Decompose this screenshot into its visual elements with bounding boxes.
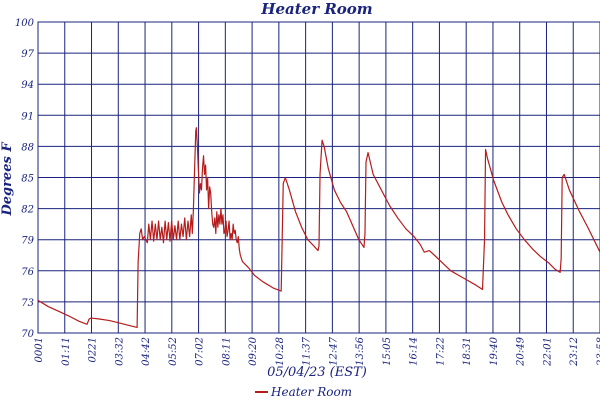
x-tick-label: 13:56 bbox=[355, 336, 366, 365]
y-tick-label: 91 bbox=[21, 111, 34, 122]
y-tick-label: 88 bbox=[21, 142, 34, 153]
y-tick-label: 97 bbox=[21, 49, 34, 60]
plot-border bbox=[37, 21, 600, 334]
x-tick-label: 07:02 bbox=[195, 337, 206, 366]
series-line bbox=[37, 127, 600, 329]
series-layer bbox=[37, 127, 600, 329]
x-tick-label: 03:32 bbox=[114, 337, 125, 366]
y-tick-label: 100 bbox=[15, 18, 35, 29]
y-tick-label: 76 bbox=[21, 267, 34, 278]
legend: Heater Room bbox=[255, 385, 352, 399]
y-tick-label: 82 bbox=[21, 205, 34, 216]
x-tick-label: 23:58 bbox=[596, 337, 600, 367]
x-tick-label: 17:22 bbox=[435, 337, 446, 366]
x-axis-label: 05/04/23 (EST) bbox=[267, 365, 367, 380]
x-tick-label: 19:40 bbox=[489, 336, 500, 365]
y-tick-label: 94 bbox=[21, 80, 34, 91]
x-tick-labels: 0001 01:11 0221 03:32 04:42 05:52 07:02 08:11 09… bbox=[34, 336, 600, 366]
chart-title: Heater Room bbox=[260, 0, 372, 18]
y-tick-label: 85 bbox=[21, 174, 34, 185]
y-tick-label: 79 bbox=[21, 236, 34, 247]
x-tick-label: 0221 bbox=[88, 337, 99, 362]
y-tick-label: 73 bbox=[21, 298, 34, 309]
legend-label: Heater Room bbox=[270, 385, 352, 399]
y-axis-label: Degrees F bbox=[0, 142, 15, 217]
x-tick-label: 05:52 bbox=[168, 337, 179, 366]
x-tick-label: 10:28 bbox=[275, 337, 286, 366]
x-tick-label: 0001 bbox=[34, 337, 45, 362]
x-tick-label: 04:42 bbox=[141, 337, 152, 366]
x-tick-label: 11:37 bbox=[302, 336, 313, 365]
x-tick-label: 15:05 bbox=[382, 337, 393, 366]
x-tick-label: 18:31 bbox=[462, 337, 473, 366]
grid bbox=[37, 21, 600, 334]
y-tick-labels: 70 73 76 79 82 85 88 91 94 97 100 bbox=[15, 18, 35, 340]
x-tick-label: 23:12 bbox=[569, 337, 580, 367]
x-tick-label: 12:47 bbox=[328, 336, 339, 365]
x-tick-label: 08:11 bbox=[221, 337, 232, 366]
x-tick-label: 20:49 bbox=[516, 336, 527, 366]
x-tick-label: 09:20 bbox=[248, 336, 259, 365]
x-tick-label: 22:01 bbox=[542, 337, 553, 367]
x-tick-label: 01:11 bbox=[61, 337, 72, 366]
x-tick-label: 16:14 bbox=[409, 337, 420, 366]
y-tick-label: 70 bbox=[21, 329, 34, 340]
